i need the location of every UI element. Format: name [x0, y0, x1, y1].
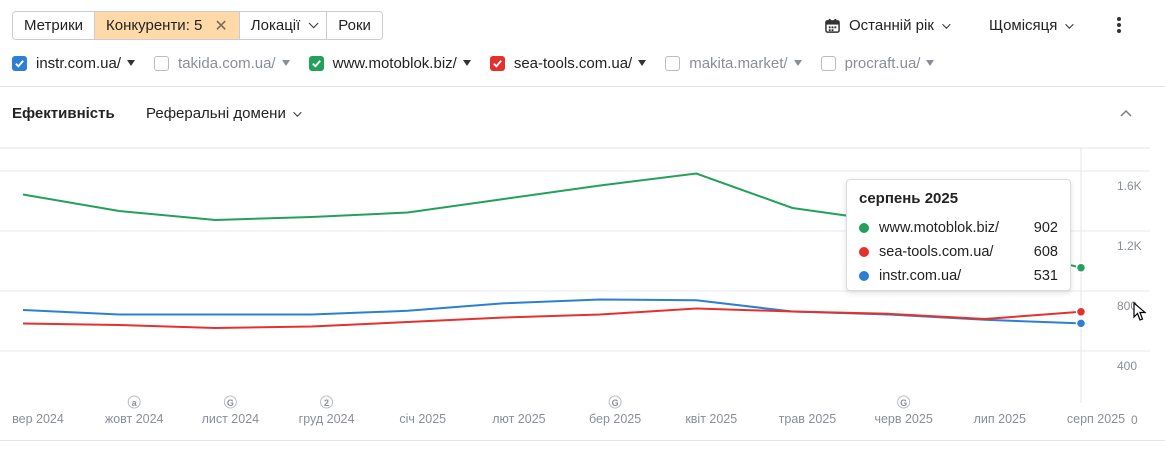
data-point[interactable]: [1075, 306, 1087, 318]
frequency-label: Щомісяця: [989, 17, 1058, 34]
tab-locations[interactable]: Локації: [239, 12, 328, 39]
referring-domains-dropdown[interactable]: Реферальні домени: [146, 105, 302, 122]
caret-down-icon[interactable]: [281, 60, 290, 66]
caret-down-icon[interactable]: [926, 60, 935, 66]
event-marker-icon[interactable]: G: [897, 395, 911, 409]
y-tick-label: 1.2K: [1117, 239, 1142, 253]
period-dropdown[interactable]: Останній рік: [825, 11, 951, 40]
x-tick-label: груд 2024: [299, 412, 355, 426]
checkbox-unchecked-icon[interactable]: [154, 55, 170, 71]
tooltip-series-value: 608: [1033, 244, 1058, 260]
checkbox-checked-icon[interactable]: [12, 55, 27, 71]
x-tick-label: серп 2025: [1067, 412, 1125, 426]
x-tick-label: вер 2024: [12, 412, 64, 426]
competitor-domains: instr.com.ua/ takida.com.ua/ www.motoblo…: [12, 54, 953, 72]
domain-label: takida.com.ua/: [178, 54, 276, 72]
domain-label: sea-tools.com.ua/: [513, 54, 633, 72]
chevron-down-icon: [308, 18, 319, 29]
chevron-up-icon[interactable]: [1120, 108, 1132, 120]
series-line: [22, 307, 1082, 330]
view-segmented-control: Метрики Конкуренти: 5 ✕ Локації Роки: [12, 11, 383, 40]
event-marker-icon[interactable]: 2: [320, 395, 334, 409]
tab-performance[interactable]: Ефективність: [12, 105, 115, 122]
tab-years[interactable]: Роки: [327, 12, 382, 39]
x-tick-label: лют 2025: [492, 412, 545, 426]
tab-metrics[interactable]: Метрики: [13, 12, 96, 39]
y-tick-label: 0: [1131, 413, 1138, 427]
referring-domains-label: Реферальні домени: [146, 105, 286, 122]
chevron-down-icon: [292, 107, 302, 117]
tooltip-series-value: 531: [1033, 268, 1058, 284]
tooltip-row: instr.com.ua/ 531: [859, 264, 1058, 288]
x-tick-label: жовт 2024: [105, 412, 164, 426]
tooltip-row: www.motoblok.biz/ 902: [859, 216, 1058, 240]
series-line: [22, 298, 1082, 325]
period-label: Останній рік: [849, 17, 934, 34]
chevron-down-icon: [942, 19, 951, 29]
svg-text:2: 2: [324, 398, 329, 408]
y-tick-label: 1.6K: [1117, 179, 1142, 193]
caret-down-icon[interactable]: [638, 60, 647, 66]
line-chart: 1.6K 1.2K 800 400 0 вер 2024 жовт 2024 лист 20…: [0, 147, 1150, 427]
domain-sea-tools[interactable]: sea-tools.com.ua/: [489, 54, 647, 72]
caret-down-icon[interactable]: [793, 60, 802, 66]
close-icon[interactable]: ✕: [214, 17, 228, 35]
domain-label: makita.market/: [689, 54, 788, 72]
domain-instr[interactable]: instr.com.ua/: [12, 54, 136, 72]
chart-tooltip: серпень 2025 www.motoblok.biz/ 902 sea-t…: [846, 179, 1071, 291]
series-dot-icon: [859, 271, 869, 281]
event-marker-icon[interactable]: G: [608, 395, 622, 409]
event-marker-icon[interactable]: G: [223, 395, 237, 409]
tooltip-title: серпень 2025: [859, 190, 959, 207]
tab-competitors-label: Конкуренти: 5: [106, 17, 203, 34]
domain-label: procraft.ua/: [844, 54, 921, 72]
x-tick-label: трав 2025: [779, 412, 837, 426]
svg-text:G: G: [227, 398, 234, 408]
x-tick-label: черв 2025: [874, 412, 932, 426]
divider: [0, 86, 1165, 87]
divider: [0, 440, 1165, 441]
chevron-down-icon: [1065, 19, 1075, 29]
tab-competitors[interactable]: Конкуренти: 5 ✕: [95, 12, 240, 39]
x-tick-label: січ 2025: [399, 412, 446, 426]
mouse-cursor-icon: [1133, 302, 1147, 321]
tooltip-series-name: sea-tools.com.ua/: [879, 244, 994, 260]
tab-years-label: Роки: [338, 17, 371, 34]
caret-down-icon[interactable]: [462, 60, 471, 66]
y-tick-label: 800: [1117, 299, 1137, 313]
domain-label: www.motoblok.biz/: [332, 54, 457, 72]
caret-down-icon[interactable]: [127, 60, 136, 66]
svg-text:a: a: [132, 398, 138, 408]
svg-text:G: G: [612, 398, 619, 408]
checkbox-checked-icon[interactable]: [308, 55, 324, 71]
checkbox-checked-icon[interactable]: [489, 55, 505, 71]
x-tick-label: бер 2025: [589, 412, 641, 426]
checkbox-unchecked-icon[interactable]: [665, 55, 681, 71]
tab-locations-label: Локації: [250, 17, 301, 34]
calendar-icon: [825, 18, 840, 33]
y-tick-label: 400: [1117, 359, 1137, 373]
checkbox-unchecked-icon[interactable]: [820, 55, 836, 71]
domain-label: instr.com.ua/: [36, 54, 122, 72]
domain-motoblok[interactable]: www.motoblok.biz/: [308, 54, 471, 72]
domain-makita[interactable]: makita.market/: [665, 54, 802, 72]
tooltip-row: sea-tools.com.ua/ 608: [859, 240, 1058, 264]
domain-procraft[interactable]: procraft.ua/: [820, 54, 935, 72]
x-tick-label: лист 2024: [202, 412, 260, 426]
svg-text:G: G: [900, 398, 907, 408]
x-tick-label: лип 2025: [974, 412, 1026, 426]
tab-metrics-label: Метрики: [24, 17, 84, 34]
tooltip-series-value: 902: [1033, 220, 1058, 236]
tooltip-series-name: www.motoblok.biz/: [879, 220, 1000, 236]
more-options-icon[interactable]: [1111, 15, 1127, 35]
frequency-dropdown[interactable]: Щомісяця: [989, 11, 1075, 40]
event-marker-icon[interactable]: a: [127, 395, 141, 409]
tooltip-series-name: instr.com.ua/: [879, 268, 962, 284]
data-point[interactable]: [1075, 262, 1087, 273]
x-tick-label: квіт 2025: [685, 412, 737, 426]
data-point[interactable]: [1075, 318, 1087, 329]
series-dot-icon: [859, 223, 869, 233]
domain-takida[interactable]: takida.com.ua/: [154, 55, 290, 72]
series-dot-icon: [859, 247, 869, 257]
